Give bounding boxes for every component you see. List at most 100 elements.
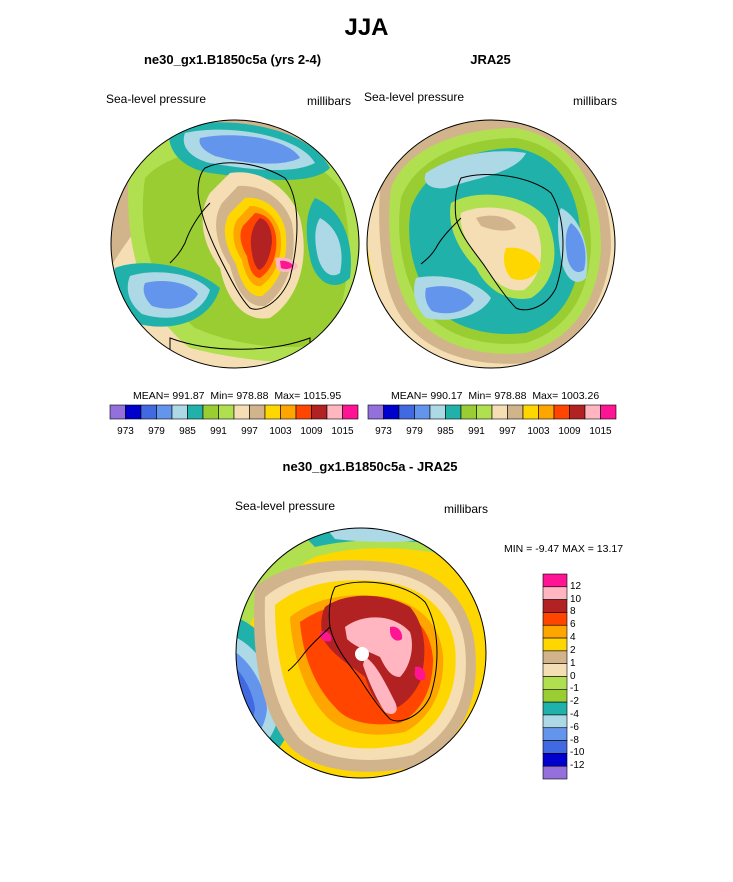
panel1-title: ne30_gx1.B1850c5a (yrs 2-4) (143, 52, 322, 67)
panel3-colorbar-ticks: 12 10 8 6 4 2 1 0 -1 -2 -4 -6 -8 -10 -12 (570, 574, 610, 779)
colorbar-swatch (542, 689, 568, 703)
colorbar-tick-label: 8 (570, 606, 576, 618)
colorbar-swatch (542, 650, 568, 664)
colorbar-tick-label: -8 (570, 734, 579, 746)
colorbar-swatch (398, 404, 415, 420)
colorbar-tick-label: 997 (499, 426, 516, 437)
panel1-colorbar (109, 404, 359, 420)
panel3-map (235, 527, 487, 779)
colorbar-tick-label: 979 (148, 426, 165, 437)
colorbar-tick-label: 12 (570, 580, 582, 592)
panel1-map (110, 119, 360, 369)
panel1-units-label: millibars (307, 94, 352, 108)
colorbar-swatch (542, 624, 568, 639)
colorbar-tick-label: -6 (570, 721, 579, 733)
colorbar-swatch (584, 404, 601, 420)
panel2-units-label: millibars (573, 94, 618, 108)
colorbar-tick-label: 985 (437, 426, 454, 437)
colorbar-tick-label: 1009 (558, 426, 581, 437)
colorbar-swatch (542, 663, 568, 677)
colorbar-swatch (542, 727, 568, 741)
panel3-title: ne30_gx1.B1850c5a - JRA25 (282, 459, 458, 474)
colorbar-swatch (542, 740, 568, 754)
colorbar-tick-label: -2 (570, 696, 579, 708)
colorbar-swatch (311, 404, 328, 420)
panel2-title: JRA25 (470, 52, 511, 67)
colorbar-swatch (295, 404, 312, 420)
colorbar-tick-label: 4 (570, 632, 576, 644)
colorbar-swatch (553, 404, 570, 420)
colorbar-tick-label: 997 (241, 426, 258, 437)
panel2-colorbar (367, 404, 617, 420)
panel3-colorbar (542, 573, 568, 780)
panel3-units-label: millibars (444, 502, 489, 516)
panel1-left-label: Sea-level pressure (106, 92, 207, 106)
colorbar-swatch (542, 599, 568, 613)
panel2-left-label: Sea-level pressure (364, 90, 465, 104)
colorbar-swatch (542, 573, 568, 588)
colorbar-swatch (233, 404, 250, 420)
panel2-colorbar-ticks: 973 979 985 991 997 1003 1009 1015 (368, 426, 616, 440)
colorbar-tick-label: -10 (570, 747, 585, 759)
colorbar-swatch (460, 404, 477, 420)
colorbar-swatch (476, 404, 493, 420)
colorbar-tick-label: 6 (570, 619, 576, 631)
colorbar-swatch (542, 637, 568, 652)
colorbar-tick-label: 1015 (331, 426, 354, 437)
colorbar-swatch (542, 612, 568, 626)
colorbar-tick-label: 10 (570, 593, 582, 605)
colorbar-tick-label: 1003 (527, 426, 550, 437)
colorbar-tick-label: -4 (570, 708, 579, 720)
colorbar-swatch (280, 404, 297, 420)
colorbar-swatch (125, 404, 142, 420)
colorbar-swatch (187, 404, 204, 420)
colorbar-swatch (569, 404, 586, 420)
colorbar-tick-label: 991 (468, 426, 485, 437)
panel2-stats: MEAN= 990.17 Min= 978.88 Max= 1003.26 (391, 390, 600, 402)
colorbar-swatch (445, 404, 462, 420)
colorbar-tick-label: 985 (179, 426, 196, 437)
colorbar-swatch (542, 701, 568, 716)
panel3-left-label: Sea-level pressure (235, 499, 336, 513)
colorbar-swatch (326, 404, 343, 420)
colorbar-swatch (383, 404, 400, 420)
colorbar-tick-label: 1 (570, 657, 576, 669)
panel2-map (366, 119, 616, 369)
colorbar-swatch (218, 404, 235, 420)
colorbar-swatch (156, 404, 173, 420)
colorbar-tick-label: 1009 (300, 426, 323, 437)
colorbar-swatch (600, 404, 617, 420)
figure-title: JJA (344, 14, 389, 41)
colorbar-swatch (507, 404, 524, 420)
colorbar-swatch (109, 404, 126, 420)
colorbar-tick-label: 0 (570, 670, 576, 682)
colorbar-tick-label: 973 (375, 426, 392, 437)
colorbar-swatch (522, 404, 539, 420)
colorbar-swatch (538, 404, 555, 420)
colorbar-tick-label: 2 (570, 644, 576, 656)
colorbar-tick-label: 979 (406, 426, 423, 437)
colorbar-tick-label: -1 (570, 683, 579, 695)
panel1-stats: MEAN= 991.87 Min= 978.88 Max= 1015.95 (133, 390, 342, 402)
colorbar-swatch (367, 404, 384, 420)
colorbar-swatch (542, 714, 568, 729)
colorbar-swatch (342, 404, 359, 420)
colorbar-swatch (429, 404, 446, 420)
colorbar-swatch (202, 404, 219, 420)
colorbar-tick-label: -12 (570, 760, 585, 772)
colorbar-swatch (542, 586, 568, 600)
colorbar-swatch (491, 404, 508, 420)
colorbar-swatch (542, 753, 568, 767)
colorbar-tick-label: 1015 (589, 426, 612, 437)
colorbar-swatch (264, 404, 281, 420)
colorbar-swatch (542, 765, 568, 780)
colorbar-swatch (171, 404, 188, 420)
colorbar-swatch (249, 404, 266, 420)
colorbar-swatch (140, 404, 157, 420)
panel3-minmax: MIN = -9.47 MAX = 13.17 (504, 543, 624, 555)
panel1-colorbar-ticks: 973 979 985 991 997 1003 1009 1015 (110, 426, 358, 440)
colorbar-swatch (542, 676, 568, 690)
colorbar-swatch (414, 404, 431, 420)
colorbar-tick-label: 973 (117, 426, 134, 437)
colorbar-tick-label: 1003 (269, 426, 292, 437)
